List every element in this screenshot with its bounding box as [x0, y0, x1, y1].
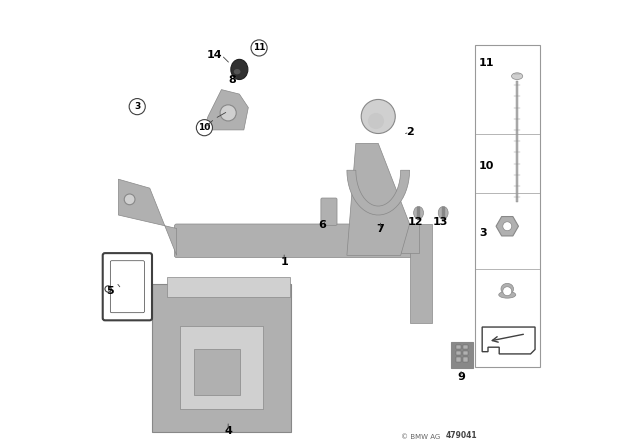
Text: © BMW AG: © BMW AG	[401, 434, 440, 440]
Circle shape	[129, 99, 145, 115]
Ellipse shape	[231, 60, 248, 80]
Polygon shape	[410, 224, 432, 323]
Ellipse shape	[438, 207, 448, 219]
Circle shape	[361, 99, 396, 134]
Circle shape	[251, 40, 267, 56]
FancyBboxPatch shape	[152, 284, 291, 432]
Text: 7: 7	[376, 224, 385, 234]
Circle shape	[220, 105, 236, 121]
Circle shape	[503, 222, 512, 231]
Polygon shape	[347, 170, 410, 215]
Text: 10: 10	[198, 123, 211, 132]
Ellipse shape	[501, 284, 513, 295]
FancyBboxPatch shape	[167, 277, 289, 297]
Circle shape	[368, 113, 384, 129]
Text: 3: 3	[134, 102, 140, 111]
Bar	[442, 207, 445, 220]
Text: 1: 1	[280, 257, 288, 267]
Bar	[463, 351, 468, 355]
Text: 13: 13	[433, 217, 448, 227]
FancyBboxPatch shape	[451, 342, 473, 368]
FancyBboxPatch shape	[194, 349, 240, 395]
Ellipse shape	[323, 209, 335, 216]
Bar	[463, 345, 468, 349]
Text: 4: 4	[224, 426, 232, 436]
FancyBboxPatch shape	[174, 224, 412, 258]
Text: 2: 2	[406, 127, 413, 137]
Ellipse shape	[368, 205, 388, 234]
Text: 3: 3	[479, 228, 486, 238]
Bar	[456, 357, 461, 362]
Text: 14: 14	[207, 50, 222, 60]
Polygon shape	[204, 90, 248, 130]
Polygon shape	[118, 179, 177, 255]
Ellipse shape	[499, 291, 516, 298]
Bar	[456, 345, 461, 349]
Text: 12: 12	[407, 217, 423, 227]
Bar	[417, 207, 420, 220]
Text: 10: 10	[479, 161, 495, 171]
Bar	[516, 81, 518, 202]
Bar	[475, 45, 540, 367]
Polygon shape	[401, 224, 419, 253]
Ellipse shape	[234, 69, 241, 74]
FancyBboxPatch shape	[110, 261, 145, 313]
Circle shape	[124, 194, 135, 205]
Ellipse shape	[323, 202, 335, 210]
Circle shape	[196, 120, 212, 136]
Text: 6: 6	[318, 220, 326, 230]
Ellipse shape	[511, 73, 523, 80]
Bar	[463, 357, 468, 362]
Ellipse shape	[413, 207, 424, 219]
Circle shape	[503, 287, 512, 296]
Ellipse shape	[323, 216, 335, 223]
Bar	[456, 351, 461, 355]
Polygon shape	[347, 143, 410, 255]
Text: 11: 11	[479, 58, 495, 68]
Text: 8: 8	[228, 75, 237, 85]
Text: 9: 9	[457, 372, 465, 382]
Text: 5: 5	[106, 286, 114, 296]
FancyBboxPatch shape	[321, 198, 337, 225]
FancyBboxPatch shape	[180, 326, 262, 409]
Text: 11: 11	[253, 43, 266, 52]
Text: 479041: 479041	[445, 431, 477, 440]
Polygon shape	[496, 216, 518, 236]
